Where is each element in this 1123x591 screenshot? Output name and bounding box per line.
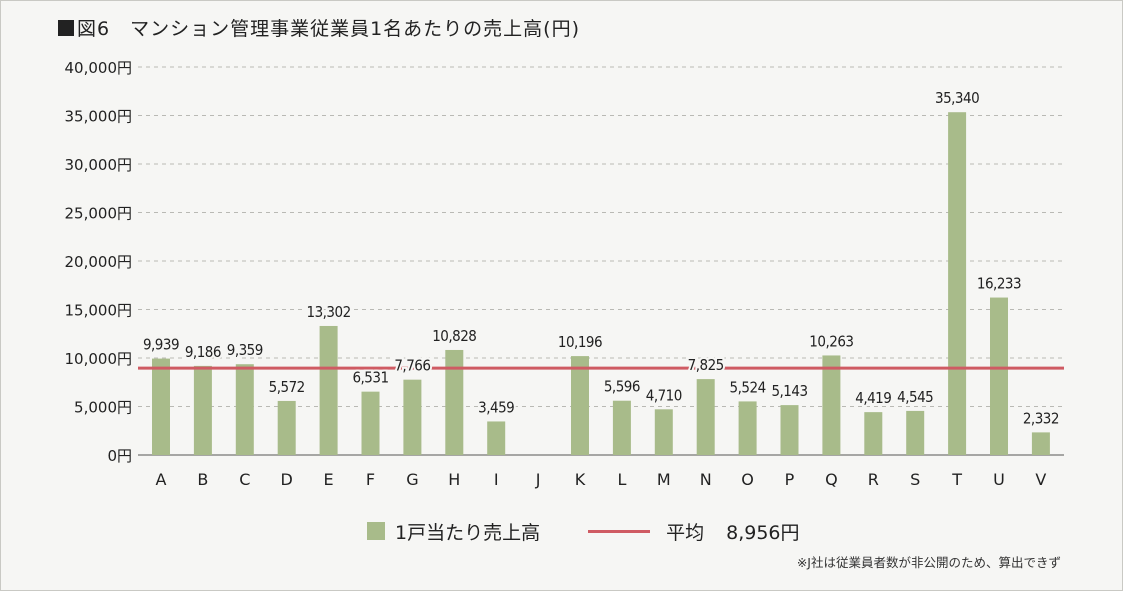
value-label: 4,545 [897,388,933,406]
x-tick-label: Q [825,470,838,489]
value-label: 4,419 [855,389,891,407]
value-label: 35,340 [935,89,979,107]
value-label: 7,825 [688,356,724,374]
bar [780,405,799,455]
value-label: 5,143 [771,382,807,400]
value-label: 9,359 [227,341,263,359]
bar [948,112,967,456]
x-tick-label: V [1035,470,1046,489]
x-tick-label: T [951,470,962,489]
bar [906,410,925,455]
legend-average-label: 平均 [666,521,705,544]
x-tick-label: P [785,470,795,489]
bar [822,355,841,455]
bar [612,400,631,455]
value-label: 9,186 [185,343,221,361]
legend-average-value: 8,956円 [726,521,800,544]
x-tick-label: B [197,470,208,489]
value-label: 7,766 [394,357,430,375]
x-tick-label: E [324,470,334,489]
legend-bar-label: 1戸当たり売上高 [395,521,541,544]
value-label: 4,710 [646,386,682,404]
value-label: 10,196 [558,333,602,351]
x-tick-label: N [700,470,712,489]
bar [277,400,296,455]
x-tick-label: M [657,470,671,489]
y-tick-label: 10,000円 [65,350,133,368]
y-tick-label: 25,000円 [65,205,133,223]
value-label: 5,596 [604,378,640,396]
bar [864,412,883,455]
x-tick-label: F [366,470,375,489]
bar [319,325,338,455]
y-tick-label: 0円 [107,447,132,465]
y-tick-label: 20,000円 [65,253,133,271]
chart-title: 図6 マンション管理事業従業員1名あたりの売上高(円) [58,14,580,41]
bar [1031,432,1050,455]
value-label: 10,828 [432,327,476,345]
bar [445,349,464,455]
chart-title-text: 図6 マンション管理事業従業員1名あたりの売上高(円) [77,18,581,40]
value-label: 2,332 [1023,409,1059,427]
bar [571,356,589,455]
y-tick-label: 35,000円 [65,108,133,126]
y-tick-label: 15,000円 [65,302,133,320]
x-tick-label: G [406,470,418,489]
bar [403,379,422,455]
legend-average-swatch [588,529,651,533]
bar [193,365,212,455]
value-label: 5,572 [269,378,305,396]
x-tick-label: J [535,470,541,489]
bar [990,297,1008,455]
x-tick-label: S [910,470,920,489]
y-tick-label: 40,000円 [65,59,133,77]
footnote: ※J社は従業員者数が非公開のため、算出できず [796,555,1061,570]
x-tick-label: I [494,470,499,489]
value-label: 10,263 [809,332,853,350]
value-label: 6,531 [352,369,388,387]
bar [738,401,757,455]
legend: 1戸当たり売上高 平均 8,956円 [367,518,800,544]
value-label: 16,233 [977,275,1021,293]
x-tick-label: C [239,470,250,489]
x-tick-label: R [868,470,879,489]
bar [152,358,170,455]
y-tick-label: 5,000円 [74,399,132,417]
x-tick-label: D [281,470,293,489]
bar [361,391,380,455]
value-label: 5,524 [730,378,766,396]
x-tick-label: K [575,470,586,489]
value-label: 13,302 [306,303,350,321]
y-tick-label: 30,000円 [65,156,133,174]
bar [487,421,506,455]
value-label: 3,459 [478,398,514,416]
x-tick-label: A [156,470,167,489]
bar [654,409,673,455]
legend-bar-swatch [367,522,385,540]
bar [235,364,254,455]
value-label: 9,939 [143,336,179,354]
x-tick-label: H [448,470,460,489]
x-tick-label: O [741,470,754,489]
bar [696,379,715,455]
x-tick-label: L [617,470,626,489]
x-tick-label: U [993,470,1005,489]
title-square-icon [58,20,74,36]
